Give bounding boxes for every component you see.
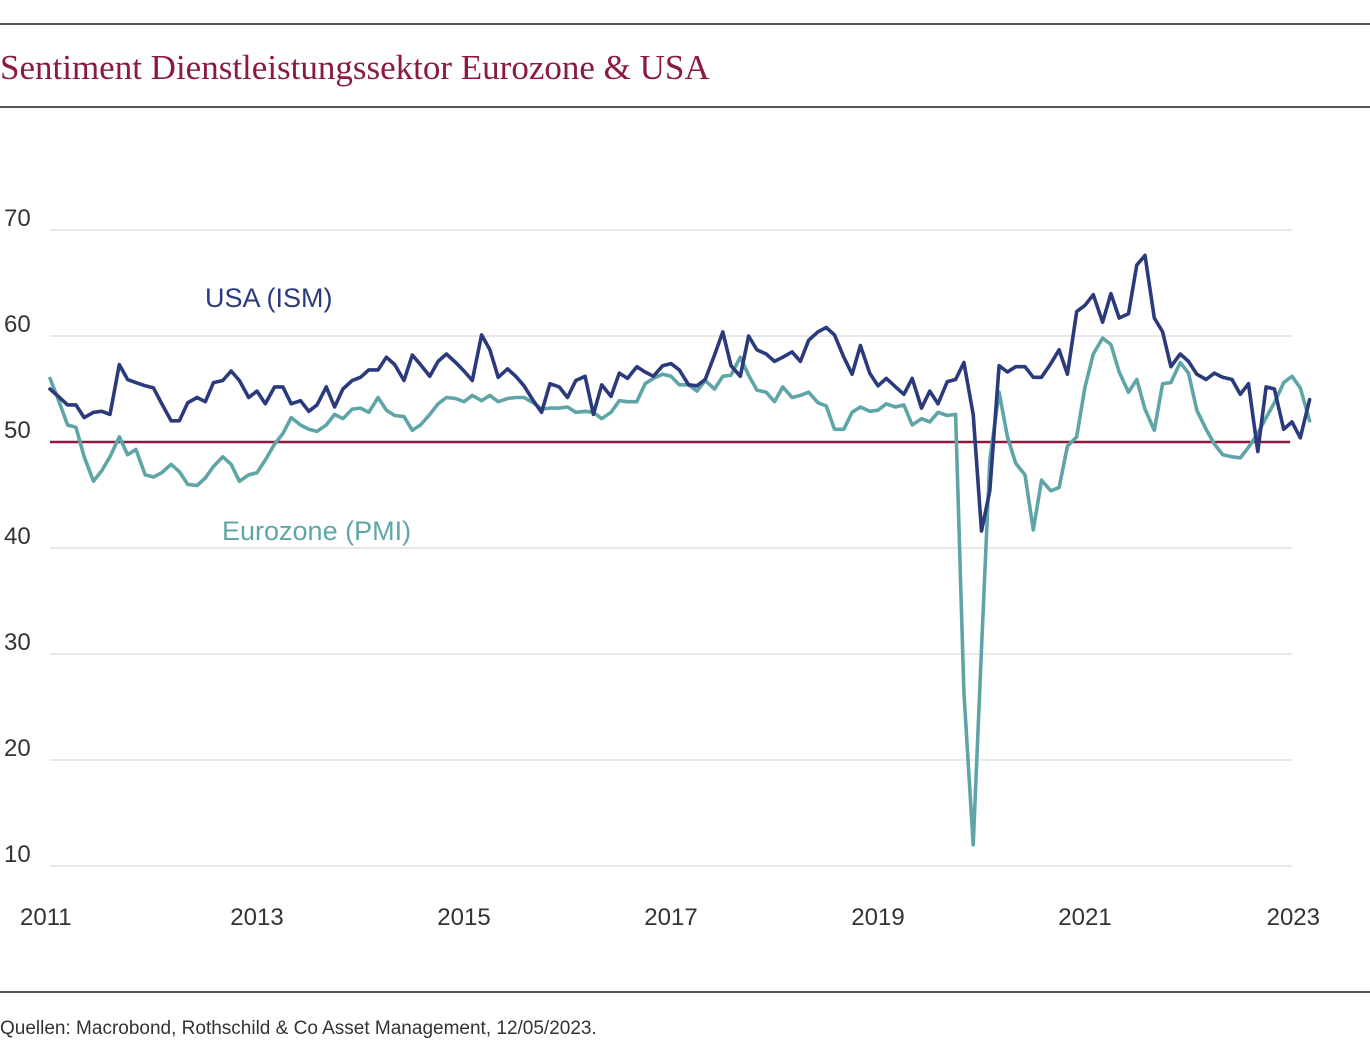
usa-ism-line — [48, 253, 1312, 533]
x-tick-label-2013: 2013 — [230, 904, 283, 931]
x-tick-label-2017: 2017 — [644, 904, 697, 931]
y-tick-label-60: 60 — [4, 311, 31, 338]
y-tick-label-50: 50 — [4, 417, 31, 444]
title-divider — [0, 106, 1370, 108]
footer-rule — [0, 991, 1370, 993]
gridlines — [50, 229, 1292, 867]
y-tick-label-40: 40 — [4, 523, 31, 550]
source-note: Quellen: Macrobond, Rothschild & Co Asse… — [0, 1018, 597, 1039]
series-labels: USA (ISM) Eurozone (PMI) — [205, 283, 411, 546]
x-tick-label-2023: 2023 — [1267, 904, 1320, 931]
y-axis-ticks: 10 20 30 40 50 60 70 — [4, 205, 31, 868]
y-tick-label-30: 30 — [4, 629, 31, 656]
y-tick-label-70: 70 — [4, 205, 31, 232]
x-tick-label-2021: 2021 — [1058, 904, 1111, 931]
top-rule — [0, 23, 1370, 25]
chart-title: Sentiment Dienstleistungssektor Eurozone… — [0, 48, 710, 87]
x-axis-ticks: 2011 2013 2015 2017 2019 2021 2023 — [20, 904, 1320, 931]
usa-series-label: USA (ISM) — [205, 283, 333, 313]
series-lines — [48, 253, 1312, 847]
y-tick-label-20: 20 — [4, 735, 31, 762]
x-tick-label-2011: 2011 — [20, 904, 72, 931]
x-tick-label-2019: 2019 — [851, 904, 904, 931]
y-tick-label-10: 10 — [4, 841, 31, 868]
eurozone-pmi-line — [48, 336, 1312, 847]
eurozone-series-label: Eurozone (PMI) — [222, 516, 411, 546]
x-tick-label-2015: 2015 — [437, 904, 490, 931]
